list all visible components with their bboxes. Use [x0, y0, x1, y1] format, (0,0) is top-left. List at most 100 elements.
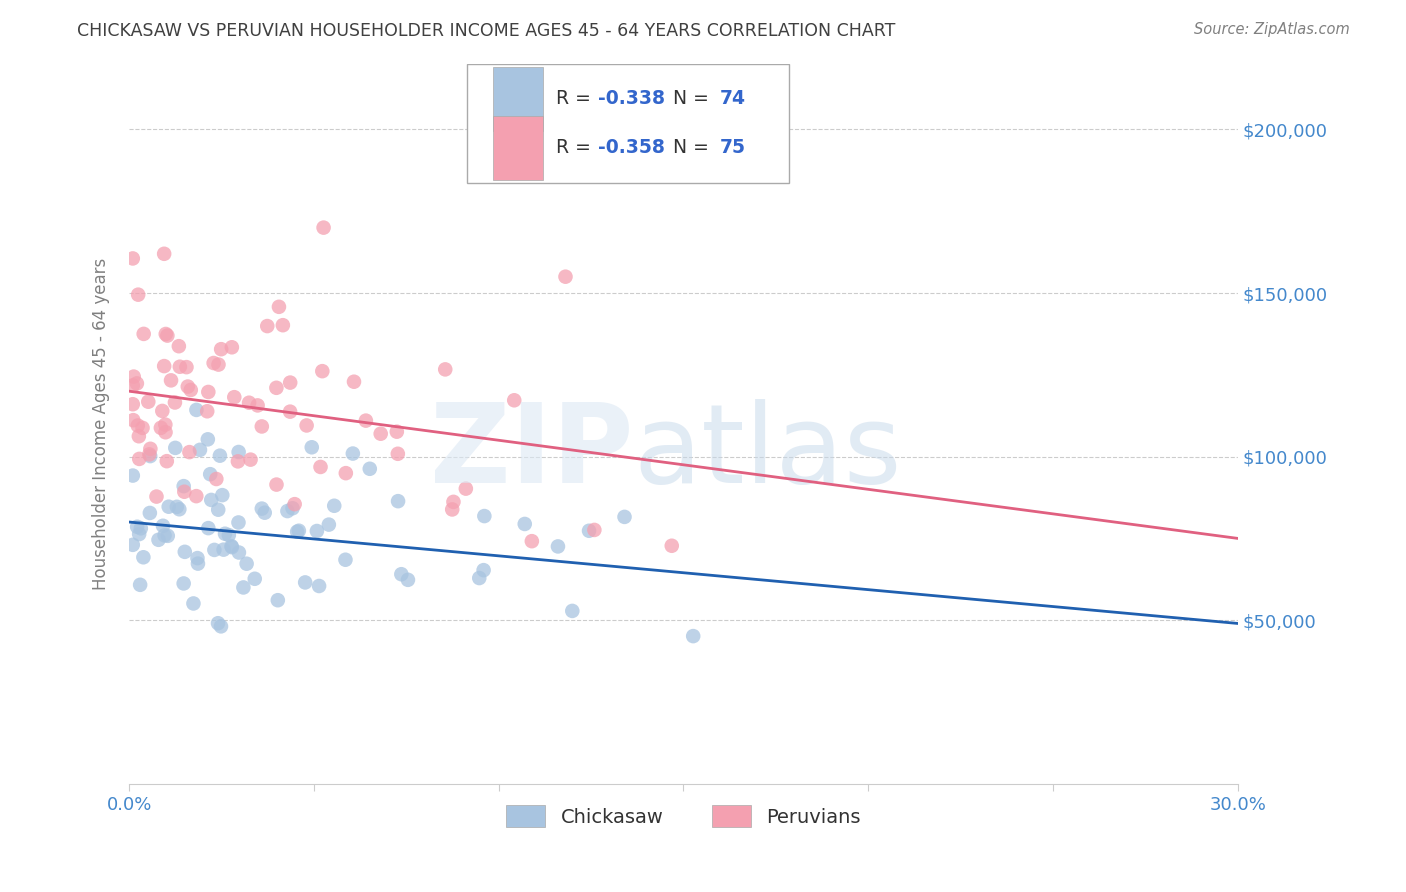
Point — [243, 572, 266, 586]
Point — [661, 539, 683, 553]
Point — [342, 446, 364, 460]
Point — [354, 414, 377, 428]
Point — [235, 557, 257, 571]
Point — [343, 375, 366, 389]
Point — [253, 506, 276, 520]
Point — [183, 597, 205, 611]
Point — [136, 394, 159, 409]
Point — [139, 506, 162, 520]
Point — [200, 492, 222, 507]
Point — [221, 340, 243, 354]
Point — [207, 358, 229, 372]
Point — [218, 528, 240, 542]
Point — [224, 390, 246, 404]
Point — [232, 581, 254, 595]
Point — [578, 524, 600, 538]
Point — [139, 442, 162, 456]
Point — [209, 342, 232, 356]
Point — [197, 521, 219, 535]
Point — [503, 393, 526, 408]
Point — [256, 319, 278, 334]
Point — [122, 369, 145, 384]
Point — [583, 523, 606, 537]
Point — [308, 579, 330, 593]
Point — [214, 526, 236, 541]
Point — [266, 381, 288, 395]
Text: N =: N = — [661, 89, 716, 109]
Point — [153, 528, 176, 542]
Point — [156, 529, 179, 543]
Text: -0.358: -0.358 — [598, 138, 665, 158]
Point — [561, 604, 583, 618]
Y-axis label: Householder Income Ages 45 - 64 years: Householder Income Ages 45 - 64 years — [93, 258, 110, 590]
Point — [200, 467, 222, 482]
Point — [145, 490, 167, 504]
Point — [226, 454, 249, 468]
Point — [166, 500, 188, 514]
Point — [149, 421, 172, 435]
Point — [278, 376, 301, 390]
Point — [301, 440, 323, 454]
Point — [163, 395, 186, 409]
Point — [125, 376, 148, 391]
Point — [387, 447, 409, 461]
Point — [153, 247, 176, 261]
Point — [121, 252, 143, 266]
Point — [278, 404, 301, 418]
Point — [221, 540, 243, 554]
Text: Source: ZipAtlas.com: Source: ZipAtlas.com — [1194, 22, 1350, 37]
Point — [173, 479, 195, 493]
Point — [305, 524, 328, 538]
Point — [157, 500, 180, 514]
Point — [121, 538, 143, 552]
Point — [281, 501, 304, 516]
Point — [131, 421, 153, 435]
Point — [173, 484, 195, 499]
Point — [148, 533, 170, 547]
Point — [187, 557, 209, 571]
Point — [127, 520, 149, 534]
Point — [188, 442, 211, 457]
Point — [294, 575, 316, 590]
Point — [554, 269, 576, 284]
Point — [228, 445, 250, 459]
Point — [335, 553, 357, 567]
Point — [156, 328, 179, 343]
Point — [250, 501, 273, 516]
Point — [132, 326, 155, 341]
Point — [160, 373, 183, 387]
Point — [267, 593, 290, 607]
Point — [202, 356, 225, 370]
Point — [128, 527, 150, 541]
Point — [121, 397, 143, 411]
Point — [434, 362, 457, 376]
Point — [335, 466, 357, 480]
Bar — [492, 116, 543, 180]
Point — [197, 433, 219, 447]
Bar — [492, 67, 543, 131]
Point — [139, 449, 162, 463]
Point — [176, 360, 198, 375]
Point — [186, 489, 208, 503]
Point — [138, 447, 160, 461]
Point — [186, 403, 208, 417]
Point — [389, 567, 412, 582]
Text: R =: R = — [555, 89, 596, 109]
Text: atlas: atlas — [634, 400, 903, 506]
Point — [121, 468, 143, 483]
Point — [180, 383, 202, 397]
Point — [155, 417, 177, 432]
Point — [472, 563, 495, 577]
Point — [179, 445, 201, 459]
Point — [153, 359, 176, 373]
Point — [267, 300, 290, 314]
Point — [121, 378, 143, 392]
Point — [520, 534, 543, 549]
Point — [155, 326, 177, 341]
Point — [276, 504, 298, 518]
Point — [207, 502, 229, 516]
Point — [165, 441, 187, 455]
Point — [150, 404, 173, 418]
Point — [152, 518, 174, 533]
Point — [387, 494, 409, 508]
